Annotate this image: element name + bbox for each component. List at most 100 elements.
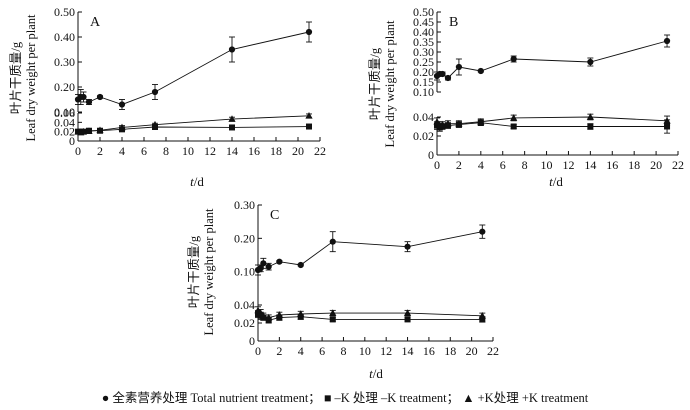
x-tick-label: 20 [292,144,304,158]
data-point-circle [80,93,87,101]
data-point-triangle [403,309,412,316]
y-tick-label-upper: 0.50 [413,5,434,19]
data-point-triangle [265,313,273,321]
series-line [436,122,668,128]
data-point-triangle [275,311,283,318]
x-axis-label-unit: /d [194,174,205,189]
panel-label: B [449,15,458,30]
y-tick-label-lower: 0.02 [54,125,75,139]
data-point-circle [305,28,313,36]
y-tick-label-upper: 0.45 [413,15,434,29]
data-point-triangle [259,312,267,319]
series-circle [433,34,671,82]
x-tick-label: 14 [402,344,414,358]
data-point-circle [510,55,517,63]
y-axis-label: 叶片干质量/g Leaf dry weight per plant [187,208,216,336]
series-line [436,40,668,79]
data-point-circle [228,46,236,53]
data-point-triangle [118,123,126,131]
y-tick-label-lower: 0.06 [54,106,75,120]
data-point-square [510,123,517,130]
data-point-square [587,123,594,130]
data-point-triangle [151,120,159,128]
square-marker-icon: ■ [323,391,332,405]
x-axis-label: t/d [549,174,563,189]
legend-item-total: ● 全素营养处理 Total nutrient treatment； [102,391,324,405]
data-point-triangle [663,117,671,124]
x-tick-label: 8 [340,344,346,358]
legend-item-minus-k: ■ –K 处理 –K treatment； [324,391,462,405]
x-tick-label: 22 [314,144,326,158]
data-point-circle [151,88,159,96]
y-axis-label-zh: 叶片干质量/g [9,41,23,114]
y-tick-label-upper: 0.20 [234,231,255,245]
y-tick-label-lower: 0 [69,134,75,148]
data-point-circle [276,258,283,265]
x-tick-label: 16 [423,344,435,358]
data-point-circle [404,243,411,250]
series-circle [254,224,486,276]
y-axis-label-en: Leaf dry weight per plant [24,14,38,142]
series-circle [74,21,313,110]
x-tick-label: 2 [97,144,103,158]
legend-item-plus-k: ▲ +K处理 +K treatment [462,391,588,405]
data-point-triangle [455,119,463,127]
x-tick-label: 16 [248,144,260,158]
y-tick-label-lower: 0.04 [413,110,434,124]
series-triangle [433,113,671,130]
x-tick-label: 18 [270,144,282,158]
data-point-triangle [228,115,236,122]
x-axis-label-var: t [549,174,553,189]
y-tick-label-upper: 0.25 [413,55,434,69]
series-line [77,31,310,105]
series-line [436,116,668,127]
series-line [257,231,483,271]
panel-label: C [270,208,279,223]
data-point-circle [477,67,484,75]
x-tick-label: 12 [380,344,392,358]
y-tick-label-lower: 0 [249,334,255,348]
data-point-circle [329,238,336,245]
x-tick-label: 18 [628,158,640,172]
data-point-triangle [305,112,313,119]
data-point-circle [85,98,93,106]
data-point-circle [479,228,486,235]
data-point-circle [587,58,594,66]
y-tick-label-upper: 0.10 [413,85,434,99]
y-tick-label-upper: 0.10 [234,265,255,279]
legend-label-plus-k: +K处理 +K treatment [477,391,589,405]
y-tick-label-lower: 0.04 [234,298,255,312]
x-tick-label: 16 [606,158,618,172]
x-axis-label: t/d [190,174,204,189]
y-tick-label-lower: 0.02 [234,316,255,330]
x-tick-label: 6 [141,144,147,158]
x-tick-label: 4 [298,344,304,358]
data-point-circle [439,70,446,78]
x-axis-label-var: t [369,366,373,381]
x-tick-label: 12 [562,158,574,172]
y-axis-label-en: Leaf dry weight per plant [202,208,216,336]
y-tick-label-upper: 0.40 [413,25,434,39]
x-axis-label-unit: /d [373,366,384,381]
x-tick-label: 0 [255,344,261,358]
y-tick-label-lower: 0.04 [54,115,75,129]
y-axis-label: 叶片干质量/g Leaf dry weight per plant [9,14,38,142]
series-square [434,119,671,134]
x-tick-label: 10 [359,344,371,358]
series-triangle [254,306,486,321]
data-point-triangle [477,117,485,125]
data-point-triangle [433,117,441,125]
y-axis-label-zh: 叶片干质量/g [187,235,201,308]
x-tick-label: 12 [204,144,216,158]
data-point-square [479,316,486,323]
data-point-circle [260,260,267,267]
x-tick-label: 0 [434,158,440,172]
data-point-circle [265,263,272,270]
y-tick-label-upper: 0.40 [54,30,75,44]
y-tick-label-upper: 0.30 [54,55,75,69]
data-point-triangle [510,114,518,121]
y-axis-label-en: Leaf dry weight per plant [383,20,397,148]
x-tick-label: 10 [182,144,194,158]
